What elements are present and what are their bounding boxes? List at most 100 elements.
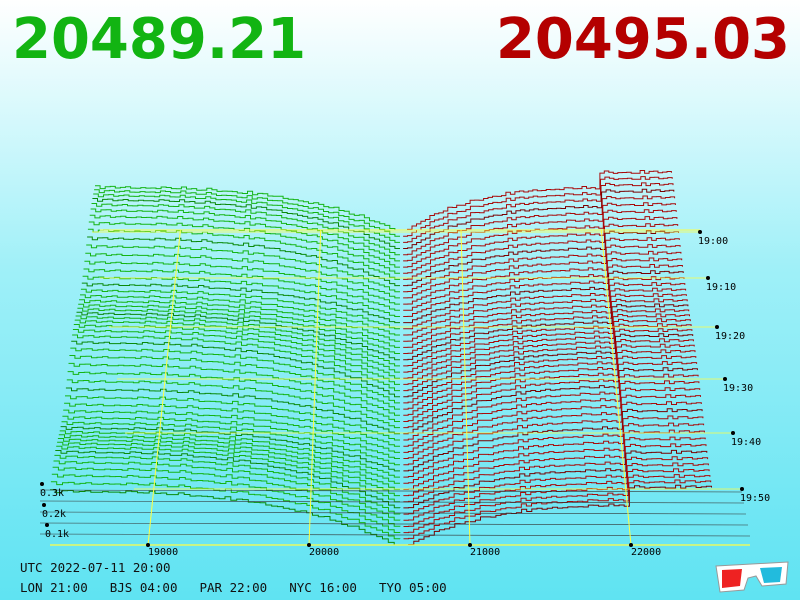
tick-dot	[40, 482, 44, 486]
bid-depth-slice	[80, 294, 400, 336]
ask-depth-slice	[403, 415, 704, 478]
ask-depth-slice	[403, 367, 698, 435]
ask-depth-slice	[403, 462, 709, 521]
floor-line	[39, 511, 747, 515]
price-tick-label: 22000	[631, 547, 661, 558]
ask-depth-slice	[403, 323, 692, 385]
bid-depth-slice	[88, 221, 400, 274]
floor-line	[39, 489, 743, 493]
bid-depth-slice	[92, 198, 400, 249]
price-grid-line	[460, 229, 471, 546]
ask-depth-slice	[403, 318, 691, 379]
tick-dot	[468, 543, 472, 547]
city-time: PAR 22:00	[199, 580, 268, 595]
bid-depth-slice	[65, 395, 400, 441]
bid-depth-slice	[89, 214, 400, 268]
floor-line	[39, 533, 751, 537]
ask-depth-slice	[403, 216, 678, 274]
bid-depth-slice	[56, 445, 400, 503]
ask-depth-slice	[403, 293, 687, 348]
ask-depth-slice	[403, 170, 672, 231]
bid-depth-slice	[65, 387, 400, 435]
ask-depth-slice	[403, 282, 686, 336]
utc-time: UTC 2022-07-11 20:00	[20, 560, 171, 575]
bid-depth-slice	[70, 347, 400, 404]
ask-depth-slice	[403, 394, 701, 459]
bid-depth-slice	[84, 260, 400, 305]
tick-dot	[698, 230, 702, 234]
city-time: BJS 04:00	[109, 580, 178, 595]
price-grid-line	[147, 229, 181, 546]
bid-depth-slice	[68, 362, 400, 416]
bid-depth-slice	[81, 282, 400, 324]
time-tick-label: 19:30	[723, 383, 753, 394]
tick-dot	[629, 543, 633, 547]
ask-depth-slice	[403, 449, 708, 509]
bid-depth-slice	[90, 208, 400, 262]
price-tick-label: 19000	[148, 547, 178, 558]
bid-depth-slice	[91, 203, 400, 256]
tick-dot	[45, 523, 49, 527]
time-tick-label: 19:10	[706, 282, 736, 293]
ask-depth-slice	[403, 188, 675, 249]
bid-depth-slice	[66, 379, 400, 429]
bid-depth-slice	[82, 275, 400, 317]
ask-depth-slice	[403, 387, 701, 453]
bid-depth-slice	[83, 268, 400, 311]
bid-depth-slice	[54, 454, 401, 515]
floor-line	[39, 500, 745, 504]
bid-depth-slice	[57, 438, 400, 490]
tick-dot	[731, 431, 735, 435]
ask-depth-slice	[403, 328, 693, 392]
bid-depth-slice	[80, 288, 400, 330]
ask-depth-slice	[403, 349, 696, 416]
bid-depth-slice	[87, 236, 400, 287]
bid-depth-slice	[62, 415, 400, 459]
ask-depth-slice	[403, 333, 694, 398]
bid-depth-slice	[95, 185, 400, 231]
time-tick-label: 19:40	[731, 437, 761, 448]
ask-depth-slice	[403, 443, 707, 503]
price-grid-line	[600, 229, 632, 546]
city-times: LON 21:00 BJS 04:00 PAR 22:00 NYC 16:00 TYO …	[20, 580, 469, 595]
bid-depth-slice	[85, 252, 400, 299]
depth-tick-label: 0.2k	[42, 509, 66, 520]
depth-tick-label: 0.3k	[40, 488, 64, 499]
bid-depth-slice	[50, 489, 400, 546]
ask-depth-slice	[403, 270, 684, 324]
ask-depth-slice	[403, 176, 673, 237]
bid-depth-slice	[67, 371, 400, 422]
3d-glasses-icon[interactable]	[712, 558, 792, 598]
bid-depth-slice	[79, 299, 400, 342]
tick-dot	[42, 503, 46, 507]
city-time: TYO 05:00	[378, 580, 447, 595]
bid-depth-slice	[57, 441, 400, 497]
depth-tick-label: 0.1k	[45, 529, 69, 540]
ask-depth-slice	[403, 223, 679, 280]
tick-dot	[740, 487, 744, 491]
ask-depth-slice	[403, 408, 703, 472]
bid-depth-slice	[72, 329, 400, 385]
ask-depth-slice	[403, 298, 688, 354]
bid-depth-slice	[86, 244, 400, 293]
ask-depth-slice	[403, 401, 702, 466]
ask-depth-slice	[403, 195, 676, 256]
time-tick-label: 19:50	[740, 493, 770, 504]
city-time: LON 21:00	[20, 580, 88, 595]
bid-depth-slice	[94, 189, 400, 237]
bid-depth-slice	[71, 340, 400, 398]
bid-depth-slice	[55, 450, 401, 509]
ask-depth-slice	[403, 474, 711, 534]
ask-depth-slice	[403, 338, 694, 404]
ask-depth-slice	[403, 308, 690, 367]
bid-depth-slice	[59, 430, 400, 478]
price-tick-label: 21000	[470, 547, 500, 558]
ask-depth-slice	[403, 380, 700, 447]
tick-dot	[715, 325, 719, 329]
ask-depth-slice	[403, 250, 682, 305]
ask-depth-slice	[403, 484, 712, 546]
bid-depth-slice	[78, 303, 400, 348]
time-tick-label: 19:00	[698, 236, 728, 247]
ask-depth-slice	[403, 244, 681, 299]
ask-depth-slice	[403, 429, 705, 490]
